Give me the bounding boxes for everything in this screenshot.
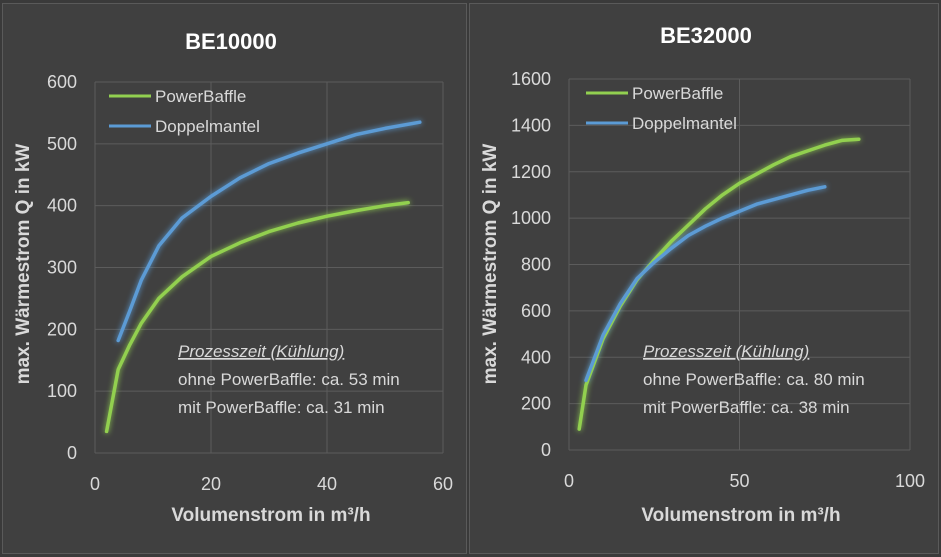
x-axis-title: Volumenstrom in m³/h [171, 505, 370, 526]
y-tick-label: 300 [47, 258, 77, 278]
series-line-powerbaffle [104, 200, 410, 434]
x-tick-label: 100 [895, 471, 925, 491]
chart-panel-be32000: BE32000 Volumenstrom in m³/h max. Wärmes… [469, 3, 939, 554]
legend-label-powerbaffle: PowerBaffle [632, 84, 723, 103]
annotation-heading: Prozesszeit (Kühlung) [643, 342, 809, 361]
y-tick-label: 1400 [511, 115, 551, 135]
y-tick-label: 500 [47, 134, 77, 154]
x-axis-title: Volumenstrom in m³/h [641, 505, 840, 526]
annotation: Prozesszeit (Kühlung) ohne PowerBaffle: … [178, 342, 400, 417]
y-tick-label: 400 [47, 196, 77, 216]
y-axis-title: max. Wärmestrom Q in kW [13, 144, 34, 385]
y-tick-label: 200 [47, 319, 77, 339]
y-tick-label: 0 [541, 440, 551, 460]
x-tick-label: 60 [433, 474, 453, 494]
y-tick-labels: 0 200 400 600 800 1000 1200 1400 1600 [511, 69, 551, 460]
y-tick-label: 1000 [511, 208, 551, 228]
y-tick-label: 0 [67, 443, 77, 463]
annotation-line-2: mit PowerBaffle: ca. 31 min [178, 398, 385, 417]
series-lines [104, 120, 422, 434]
y-tick-label: 1200 [511, 162, 551, 182]
annotation: Prozesszeit (Kühlung) ohne PowerBaffle: … [643, 342, 865, 417]
annotation-line-1: ohne PowerBaffle: ca. 80 min [643, 370, 865, 389]
annotation-line-2: mit PowerBaffle: ca. 38 min [643, 398, 850, 417]
x-tick-labels: 0 50 100 [564, 471, 925, 491]
annotation-heading: Prozesszeit (Kühlung) [178, 342, 344, 361]
annotation-line-1: ohne PowerBaffle: ca. 53 min [178, 370, 400, 389]
y-axis-title: max. Wärmestrom Q in kW [480, 144, 501, 385]
x-tick-label: 40 [317, 474, 337, 494]
y-tick-label: 100 [47, 381, 77, 401]
x-tick-label: 50 [729, 471, 749, 491]
y-tick-label: 800 [521, 255, 551, 275]
chart-svg-be10000: BE10000 Volumenstrom in m³/h max. Wärmes… [13, 29, 453, 526]
legend-label-powerbaffle: PowerBaffle [155, 87, 246, 106]
x-tick-label: 20 [201, 474, 221, 494]
legend: PowerBaffle Doppelmantel [586, 84, 737, 133]
y-tick-labels: 0 100 200 300 400 500 600 [47, 72, 77, 463]
legend-label-doppelmantel: Doppelmantel [632, 114, 737, 133]
y-tick-label: 600 [521, 301, 551, 321]
chart-title: BE32000 [660, 23, 752, 48]
legend: PowerBaffle Doppelmantel [109, 87, 260, 136]
x-tick-label: 0 [90, 474, 100, 494]
legend-label-doppelmantel: Doppelmantel [155, 117, 260, 136]
y-tick-label: 400 [521, 347, 551, 367]
series-line-doppelmantel [584, 185, 827, 383]
chart-panel-be10000: BE10000 Volumenstrom in m³/h max. Wärmes… [2, 3, 467, 554]
series-line-doppelmantel [116, 120, 422, 343]
y-tick-label: 1600 [511, 69, 551, 89]
series-lines [577, 137, 861, 431]
y-tick-label: 200 [521, 394, 551, 414]
x-tick-label: 0 [564, 471, 574, 491]
grid-lines [94, 81, 444, 454]
y-tick-label: 600 [47, 72, 77, 92]
chart-svg-be32000: BE32000 Volumenstrom in m³/h max. Wärmes… [480, 23, 925, 526]
chart-title: BE10000 [185, 29, 277, 54]
grid-lines [568, 78, 911, 451]
x-tick-labels: 0 20 40 60 [90, 474, 453, 494]
